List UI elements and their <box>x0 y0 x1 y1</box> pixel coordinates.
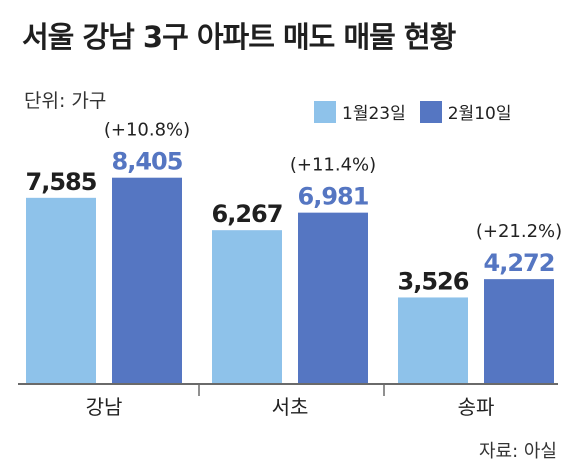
bar-서초-series-2 <box>298 212 368 384</box>
legend-label-series-2: 2월10일 <box>447 104 512 124</box>
source-note: 자료: 아실 <box>478 441 557 462</box>
bar-강남-series-1 <box>26 197 96 384</box>
bar-서초-series-1 <box>212 230 282 384</box>
unit-label: 단위: 가구 <box>24 90 107 112</box>
change-annotation-서초: (+11.4%) <box>290 155 376 176</box>
change-annotation-강남: (+10.8%) <box>104 120 190 141</box>
legend: 1월23일 2월10일 <box>314 99 511 124</box>
category-label-송파: 송파 <box>458 395 495 419</box>
bar-송파-series-2 <box>484 279 554 384</box>
data-label-강남-series-1: 7,585 <box>26 168 97 196</box>
legend-item-series-2: 2월10일 <box>419 99 512 124</box>
bar-송파-series-1 <box>398 297 468 384</box>
data-label-송파-series-1: 3,526 <box>398 267 469 295</box>
data-label-서초-series-1: 6,267 <box>212 200 283 228</box>
bar-강남-series-2 <box>112 177 182 384</box>
legend-swatch-series-1 <box>314 100 336 123</box>
category-label-서초: 서초 <box>272 395 309 419</box>
data-label-강남-series-2: 8,405 <box>112 148 183 176</box>
legend-label-series-1: 1월23일 <box>342 104 406 124</box>
change-annotation-송파: (+21.2%) <box>476 221 562 242</box>
data-label-송파-series-2: 4,272 <box>484 249 555 277</box>
legend-item-series-1: 1월23일 <box>314 99 406 124</box>
chart-title: 서울 강남 3구 아파트 매도 매물 현황 <box>22 20 456 54</box>
category-label-강남: 강남 <box>86 395 123 419</box>
data-label-서초-series-2: 6,981 <box>298 183 369 211</box>
legend-swatch-series-2 <box>419 100 442 123</box>
